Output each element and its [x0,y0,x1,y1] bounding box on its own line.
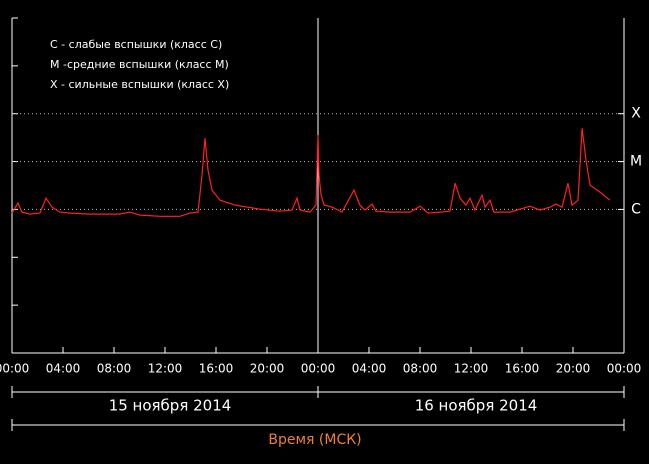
day-label: 16 ноября 2014 [415,397,538,415]
x-tick-label: 20:00 [250,362,285,376]
y-tick-label: C [631,201,641,217]
y-tick-label: M [630,154,642,170]
day-label: 15 ноября 2014 [109,397,232,415]
day-bracket [11,386,625,398]
x-tick-label: 16:00 [505,362,540,376]
y-tick-label: X [631,106,641,122]
x-tick-label: 04:00 [46,362,81,376]
annotation: X - сильные вспышки (класс X) [50,78,229,91]
annotation: M -средние вспышки (класс M) [50,58,229,71]
annotation: C - слабые вспышки (класс C) [50,38,222,51]
x-tick-label: 16:00 [199,362,234,376]
x-tick-label: 00:00 [0,362,29,376]
x-tick-label: 04:00 [352,362,387,376]
x-tick-label: 12:00 [454,362,489,376]
x-tick-label: 12:00 [148,362,183,376]
flux-line [11,128,611,217]
axis-bracket [11,419,625,431]
x-tick-label: 20:00 [556,362,591,376]
x-tick-label: 08:00 [97,362,132,376]
x-axis-label: Время (МСК) [268,432,361,448]
x-tick-label: 00:00 [607,362,642,376]
x-tick-label: 00:00 [301,362,336,376]
x-tick-label: 08:00 [403,362,438,376]
